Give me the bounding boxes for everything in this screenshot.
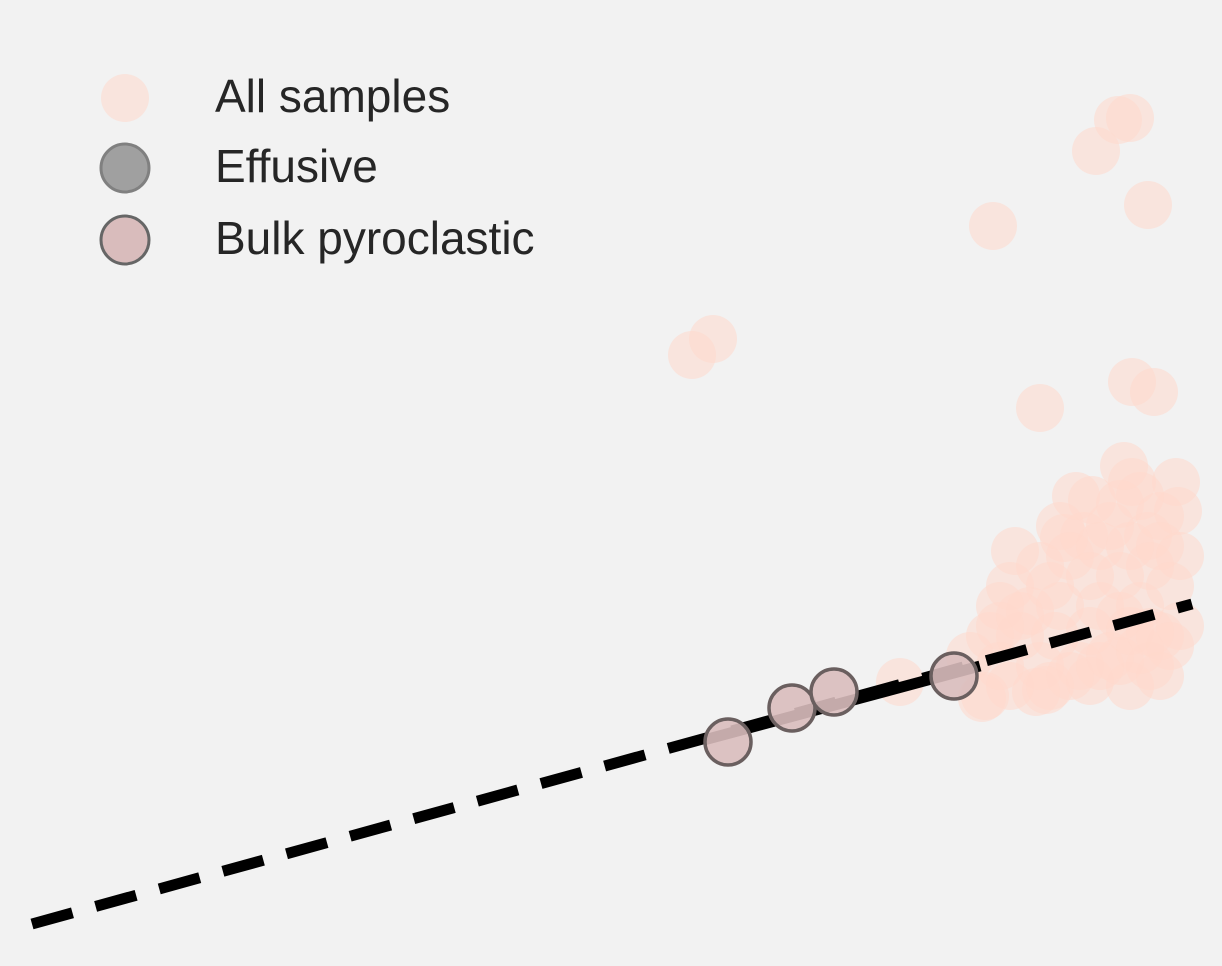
legend-label-all-samples: All samples: [215, 70, 450, 122]
all-samples-point: [1096, 592, 1144, 640]
legend-label-effusive: Effusive: [215, 140, 378, 192]
trend-lines-layer: [30, 598, 1194, 930]
dashed-trend-line: [30, 598, 1194, 930]
all-samples-point: [1052, 472, 1100, 520]
legend-marker-effusive: [99, 142, 151, 194]
all-samples-point: [1016, 384, 1064, 432]
all-samples-point: [1046, 652, 1094, 700]
all-samples-point: [1124, 181, 1172, 229]
all-samples-point: [1106, 94, 1154, 142]
all-samples-point: [1086, 502, 1134, 550]
all-samples-point: [668, 331, 716, 379]
all-samples-point: [1072, 127, 1120, 175]
all-samples-point: [969, 202, 1017, 250]
bulk-pyroclastic-point: [703, 717, 753, 767]
scatter-layer: [668, 94, 1204, 722]
all-samples-point: [1130, 368, 1178, 416]
all-samples-point: [1100, 442, 1148, 490]
all-samples-point: [1086, 632, 1134, 680]
legend-marker-bulk-pyroclastic: [99, 214, 151, 266]
bulk-pyroclastic-point: [809, 667, 859, 717]
legend-marker-all-samples: [101, 74, 149, 122]
bulk-pyroclastic-point: [767, 683, 817, 733]
all-samples-point: [976, 602, 1024, 650]
bulk-pyroclastic-point: [929, 651, 979, 701]
highlight-layer: [703, 651, 979, 767]
legend: All samples Effusive Bulk pyroclastic: [99, 70, 535, 266]
legend-label-bulk-pyroclastic: Bulk pyroclastic: [215, 212, 535, 264]
